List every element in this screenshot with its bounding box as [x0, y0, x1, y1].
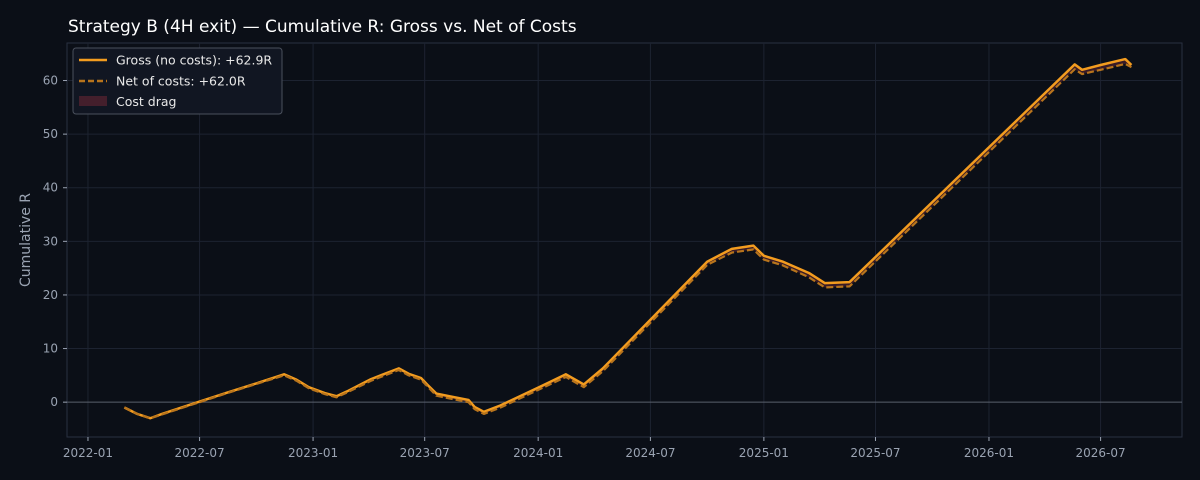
series-lines [123, 57, 1133, 420]
x-tick-label: 2024-07 [625, 446, 675, 460]
x-tick-label: 2026-01 [964, 446, 1014, 460]
legend-gross-label: Gross (no costs): +62.9R [116, 53, 272, 68]
x-tick-label: 2025-07 [850, 446, 900, 460]
y-axis-label: Cumulative R [18, 193, 34, 287]
legend-cost-drag-swatch [79, 96, 107, 106]
y-tick-label: 60 [43, 74, 58, 88]
x-tick-label: 2025-01 [739, 446, 789, 460]
grid-lines [67, 43, 1182, 437]
y-tick-label: 50 [43, 127, 58, 141]
legend-cost-drag-label: Cost drag [116, 94, 176, 109]
x-tick-label: 2024-01 [513, 446, 563, 460]
y-tick-label: 40 [43, 181, 58, 195]
x-tick-label: 2022-01 [63, 446, 113, 460]
x-axis-ticks: 2022-01 2022-07 2023-01 2023-07 2024-01 2024-… [63, 437, 1126, 460]
y-tick-label: 30 [43, 234, 58, 248]
y-tick-label: 10 [43, 342, 58, 356]
y-axis-ticks: 0 10 20 30 40 50 60 [43, 74, 67, 409]
x-tick-label: 2023-07 [400, 446, 450, 460]
chart-title: Strategy B (4H exit) — Cumulative R: Gro… [68, 17, 577, 37]
y-tick-label: 0 [50, 395, 58, 409]
y-tick-label: 20 [43, 288, 58, 302]
gross-series-line [123, 57, 1133, 420]
legend-net-label: Net of costs: +62.0R [116, 74, 246, 89]
x-tick-label: 2026-07 [1076, 446, 1126, 460]
legend-box [72, 47, 283, 115]
x-tick-label: 2022-07 [175, 446, 225, 460]
legend: Gross (no costs): +62.9R Net of costs: +… [72, 47, 283, 115]
x-tick-label: 2023-01 [288, 446, 338, 460]
net-series-line [123, 62, 1132, 420]
